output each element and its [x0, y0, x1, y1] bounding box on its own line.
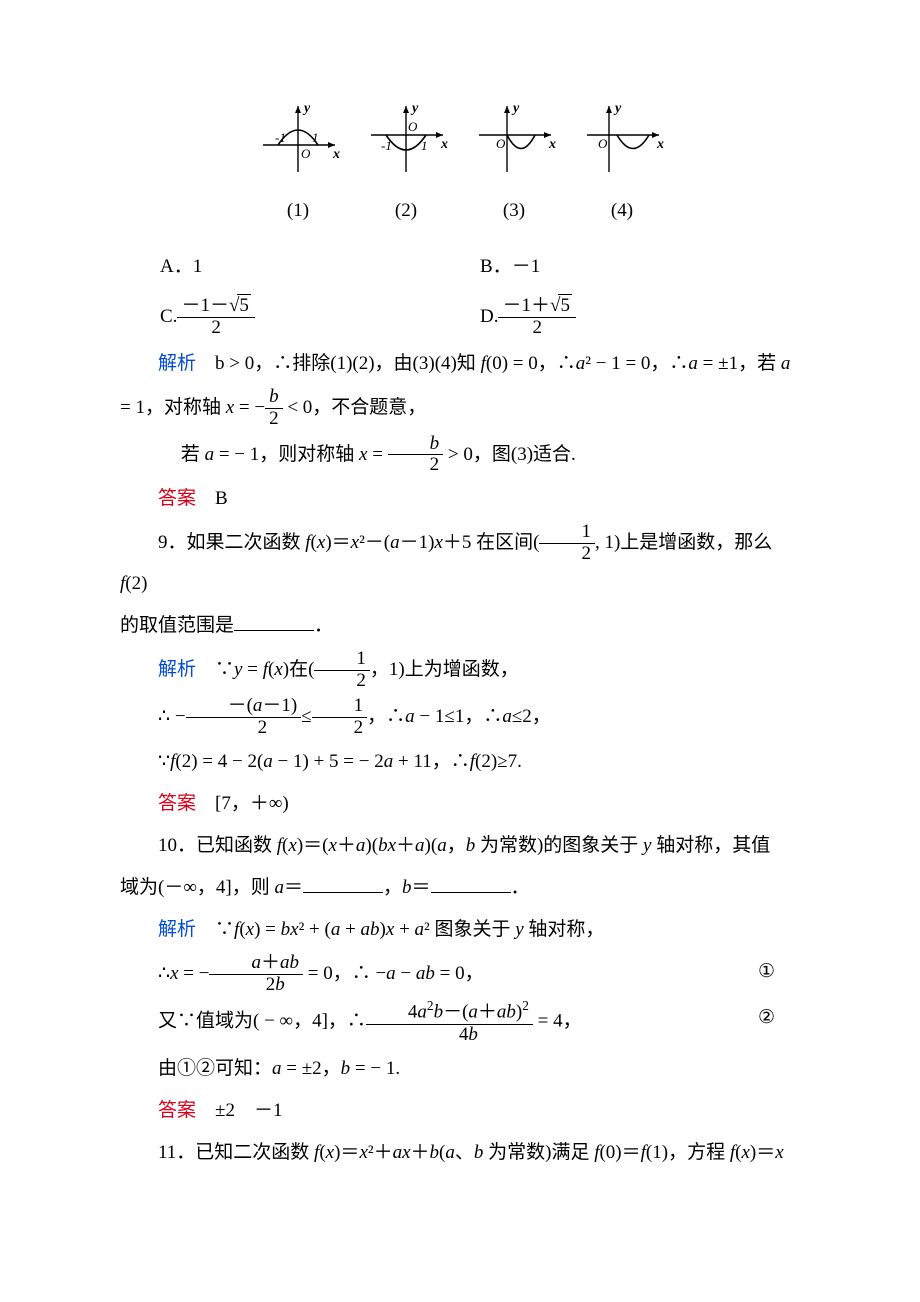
graph-2: -1 1 O x y (2): [361, 100, 451, 230]
q8-jiexi-1: 解析 b > 0，∴排除(1)(2)，由(3)(4)知 f(0) = 0，∴a²…: [120, 345, 800, 383]
svg-text:x: x: [548, 137, 556, 152]
svg-text:x: x: [332, 147, 340, 162]
label-jiexi: 解析: [158, 353, 196, 374]
svg-text:O: O: [408, 119, 418, 134]
svg-text:y: y: [410, 101, 419, 116]
option-c: C.－1－52: [120, 296, 480, 339]
svg-text:x: x: [440, 137, 448, 152]
option-d-den: 2: [498, 317, 575, 339]
svg-text:x: x: [656, 137, 664, 152]
graph-1-label: (1): [253, 192, 343, 230]
graph-4-label: (4): [577, 192, 667, 230]
q10-jiexi-3: 又∵值域为( − ∞，4]，∴4a2b－(a＋ab)24b = 4， ②: [120, 999, 800, 1045]
graph-1: -1 1 O x y (1): [253, 100, 343, 230]
page-content: -1 1 O x y (1) -1 1 O x y (2): [120, 100, 800, 1172]
q10-jiexi-2: ∴x = −a＋ab2b = 0，∴ −a − ab = 0， ①: [120, 953, 800, 996]
q9-stem-1: 9．如果二次函数 f(x)＝x²－(a－1)x＋5 在区间(12, 1)上是增函…: [120, 522, 800, 603]
option-b-text: －1: [512, 256, 541, 277]
svg-text:O: O: [301, 146, 311, 161]
q8-jiexi-2: = 1，对称轴 x = −b2 < 0，不合题意，: [120, 387, 800, 430]
q9-answer-text: [7，＋∞): [215, 793, 289, 814]
q9-jiexi-1: 解析 ∵y = f(x)在(12，1)上为增函数，: [120, 649, 800, 692]
q9-answer: 答案 [7，＋∞): [120, 785, 800, 823]
svg-text:-1: -1: [275, 130, 286, 145]
option-a: A．1: [120, 248, 480, 286]
graphs-row: -1 1 O x y (1) -1 1 O x y (2): [120, 100, 800, 230]
blank-2: [303, 873, 383, 893]
graph-2-label: (2): [361, 192, 451, 230]
svg-text:O: O: [496, 136, 506, 151]
q11-stem: 11．已知二次函数 f(x)＝x²＋ax＋b(a、b 为常数)满足 f(0)＝f…: [120, 1134, 800, 1172]
mark-2: ②: [720, 999, 800, 1045]
q10-jiexi-4: 由①②可知：a = ±2，b = − 1.: [120, 1050, 800, 1088]
options-ab: A．1 B．－1: [120, 248, 800, 286]
label-daan: 答案: [158, 488, 196, 509]
q10-stem-1: 10．已知函数 f(x)＝(x＋a)(bx＋a)(a，b 为常数)的图象关于 y…: [120, 827, 800, 865]
q9-jiexi-3: ∵f(2) = 4 − 2(a − 1) + 5 = − 2a + 11，∴f(…: [120, 743, 800, 781]
q10-jiexi-1: 解析 ∵f(x) = bx² + (a + ab)x + a² 图象关于 y 轴…: [120, 911, 800, 949]
q9-stem-2: 的取值范围是．: [120, 607, 800, 645]
svg-text:y: y: [302, 101, 311, 116]
graph-3: O x y (3): [469, 100, 559, 230]
option-b: B．－1: [480, 248, 800, 286]
q9-jiexi-2: ∴ −－(a－1)2≤12，∴a − 1≤1，∴a≤2，: [120, 696, 800, 739]
svg-text:O: O: [598, 136, 608, 151]
q10-stem-2: 域为(－∞，4]，则 a＝，b＝．: [120, 869, 800, 907]
q8-answer-text: B: [215, 488, 228, 509]
blank-1: [234, 611, 314, 631]
q10-answer: 答案 ±2 －1: [120, 1092, 800, 1130]
svg-text:1: 1: [312, 130, 319, 145]
graph-4: O x y (4): [577, 100, 667, 230]
q10-answer-text: ±2 －1: [215, 1100, 282, 1121]
graph-3-label: (3): [469, 192, 559, 230]
svg-text:1: 1: [421, 138, 428, 153]
q8-answer: 答案 B: [120, 480, 800, 518]
option-d: D.－1＋52: [480, 296, 800, 339]
q8-jiexi-3: 若 a = − 1，则对称轴 x = b2 > 0，图(3)适合.: [120, 434, 800, 477]
svg-text:-1: -1: [381, 138, 392, 153]
option-c-den: 2: [177, 317, 254, 339]
svg-text:y: y: [511, 101, 520, 116]
svg-text:y: y: [613, 101, 622, 116]
option-a-text: 1: [193, 256, 203, 277]
options-cd: C.－1－52 D.－1＋52: [120, 296, 800, 339]
blank-3: [431, 873, 511, 893]
mark-1: ①: [720, 953, 800, 996]
